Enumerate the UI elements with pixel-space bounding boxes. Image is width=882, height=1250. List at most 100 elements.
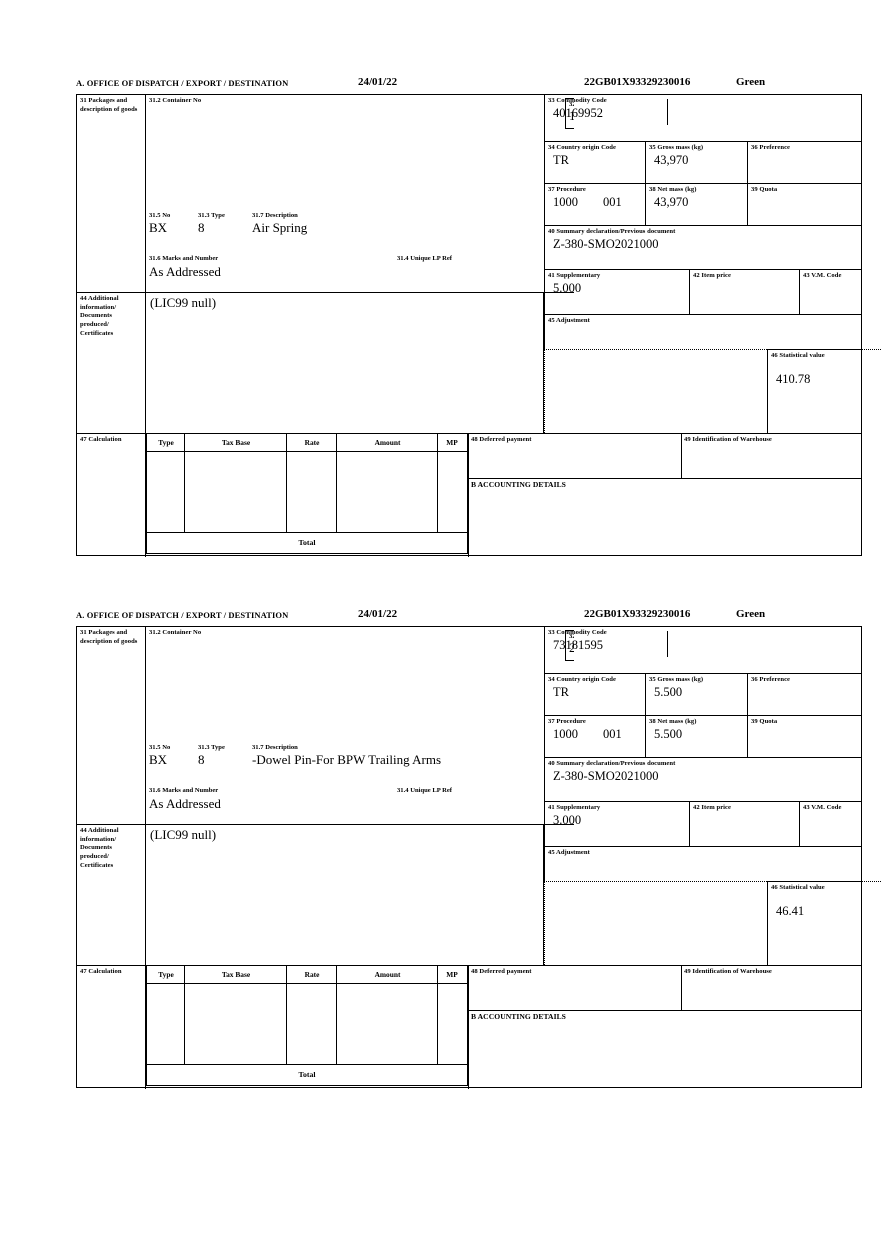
box-31-3-label: 31.3 Type [198, 744, 225, 751]
box-31-2-label: 31.2 Container No [149, 97, 202, 104]
box-31-body-cell: 31.2 Container No 32 Item 1 31.5 No 31.3… [146, 95, 574, 293]
calc-col-mp: MP [446, 438, 458, 447]
customs-declaration-form-item-2: A. OFFICE OF DISPATCH / EXPORT / DESTINA… [76, 608, 882, 1089]
package-no-value: BX [149, 752, 168, 767]
office-of-dispatch-label: A. OFFICE OF DISPATCH / EXPORT / DESTINA… [76, 78, 289, 88]
box-42-item-price-cell: 42 Item price [690, 802, 800, 847]
calc-cell-type[interactable] [147, 966, 185, 1064]
procedure-code-value: 1000 [553, 195, 578, 209]
calc-col-type: Type [158, 970, 174, 979]
box-41-supplementary-cell: 41 Supplementary 3.000 [544, 802, 690, 847]
box-31-6-label: 31.6 Marks and Number [149, 787, 219, 794]
box-40-summary-declaration-cell: 40 Summary declaration/Previous document… [544, 226, 861, 270]
box-46-statistical-value-cell: 46 Statistical value 410.78 [767, 349, 861, 433]
declaration-date: 24/01/22 [358, 76, 398, 88]
box-33-divider-tick [667, 631, 668, 657]
box-48-deferred-payment-cell: 48 Deferred payment [468, 433, 681, 478]
box-33-commodity-code-cell: 33 Commodity Code 40169952 [544, 95, 861, 142]
additional-information-value: (LIC99 null) [150, 827, 217, 842]
box-37-procedure-cell: 37 Procedure 1000 001 [544, 716, 646, 758]
procedure-additional-value: 001 [603, 727, 622, 741]
box-41-supplementary-cell: 41 Supplementary 5.000 [544, 270, 690, 315]
box-49-warehouse-cell: 49 Identification of Warehouse [681, 965, 861, 1010]
box-31-4-label: 31.4 Unique LP Ref [397, 255, 452, 262]
customs-declaration-form-item-1: A. OFFICE OF DISPATCH / EXPORT / DESTINA… [76, 76, 882, 557]
section-b-accounting-details-cell: B ACCOUNTING DETAILS [471, 1012, 566, 1021]
box-48-49-divider [681, 433, 682, 478]
box-39-quota-cell: 39 Quota [748, 184, 861, 226]
box-32-item-cell: 32 Item 1 [565, 98, 574, 129]
box-40-summary-declaration-cell: 40 Summary declaration/Previous document… [544, 758, 861, 802]
box-47-right-border [468, 433, 469, 557]
calc-col-rate: Rate [304, 438, 320, 447]
box-44-body-cell: (LIC99 null) [146, 293, 544, 433]
box-34-country-origin-cell: 34 Country origin Code TR [544, 674, 646, 716]
calc-cell-rate[interactable] [287, 434, 337, 532]
calc-col-rate: Rate [304, 970, 320, 979]
statistical-value: 46.41 [776, 904, 805, 918]
procedure-additional-value: 001 [603, 195, 622, 209]
goods-description-group: 31.5 No 31.3 Type 31.7 Description BX 8 … [149, 212, 569, 239]
box-42-item-price-cell: 42 Item price [690, 270, 800, 315]
box-47-label-cell: 47 Calculation [77, 965, 146, 1089]
box-44-body-cell: (LIC99 null) [146, 825, 544, 965]
box-48-bottom-border [468, 1010, 861, 1011]
marks-and-number-value: As Addressed [149, 796, 221, 811]
calc-cell-amount[interactable] [337, 434, 438, 532]
supplementary-value: 3.000 [553, 813, 582, 827]
declaration-date: 24/01/22 [358, 608, 398, 620]
form-header: A. OFFICE OF DISPATCH / EXPORT / DESTINA… [76, 608, 862, 626]
box-36-preference-cell: 36 Preference [748, 674, 861, 716]
box-31-5-label: 31.5 No [149, 744, 171, 751]
movement-reference-number: 22GB01X93329230016 [584, 608, 691, 620]
calc-col-tax-base: Tax Base [221, 970, 251, 979]
box-47-calculation-table: Type Tax Base Rate Amount MP Total [146, 965, 468, 1086]
calc-cell-tax-base[interactable] [185, 434, 287, 532]
route-status: Green [736, 76, 766, 88]
calc-cell-type[interactable] [147, 434, 185, 532]
box-35-gross-mass-cell: 35 Gross mass (kg) 43,970 [646, 142, 748, 184]
box-45-adjustment-cell: 45 Adjustment [544, 315, 861, 349]
box-48-deferred-payment-cell: 48 Deferred payment [468, 965, 681, 1010]
calculation-table-header-row: Type Tax Base Rate Amount MP [147, 434, 467, 452]
calc-cell-mp[interactable] [438, 966, 466, 1064]
route-status: Green [736, 608, 766, 620]
box-47-calculation-table: Type Tax Base Rate Amount MP Total [146, 433, 468, 554]
box-31-body-cell: 31.2 Container No 32 Item 2 31.5 No 31.3… [146, 627, 574, 825]
box-48-bottom-border [468, 478, 861, 479]
box-31-7-label: 31.7 Description [252, 212, 298, 219]
office-of-dispatch-label: A. OFFICE OF DISPATCH / EXPORT / DESTINA… [76, 610, 289, 620]
box-32-label: 32 Item [569, 101, 574, 108]
box-44-label-cell: 44 Additional information/ Documents pro… [77, 825, 146, 965]
box-33-commodity-code-cell: 33 Commodity Code 73181595 [544, 627, 861, 674]
net-mass-value: 43,970 [654, 195, 689, 209]
box-31-6-label: 31.6 Marks and Number [149, 255, 219, 262]
form-header: A. OFFICE OF DISPATCH / EXPORT / DESTINA… [76, 76, 862, 94]
box-47-label-cell: 47 Calculation [77, 433, 146, 557]
box-32-item-cell: 32 Item 2 [565, 630, 574, 661]
calc-cell-rate[interactable] [287, 966, 337, 1064]
additional-information-value: (LIC99 null) [150, 295, 217, 310]
box-31-4-label: 31.4 Unique LP Ref [397, 787, 452, 794]
box-37-procedure-cell: 37 Procedure 1000 001 [544, 184, 646, 226]
movement-reference-number: 22GB01X93329230016 [584, 76, 691, 88]
box-32-label: 32 Item [569, 633, 574, 640]
box-45-dotted-separator [544, 349, 882, 350]
gross-mass-value: 43,970 [654, 153, 689, 167]
calculation-table-header-row: Type Tax Base Rate Amount MP [147, 966, 467, 984]
calc-cell-tax-base[interactable] [185, 966, 287, 1064]
box-31-label-cell: 31 Packages and description of goods [77, 627, 146, 825]
calc-col-amount: Amount [374, 438, 401, 447]
calc-cell-amount[interactable] [337, 966, 438, 1064]
box-38-net-mass-cell: 38 Net mass (kg) 5.500 [646, 716, 748, 758]
box-49-warehouse-cell: 49 Identification of Warehouse [681, 433, 861, 478]
calc-col-amount: Amount [374, 970, 401, 979]
box-31-3-label: 31.3 Type [198, 212, 225, 219]
box-43-vm-code-cell: 43 V.M. Code [800, 802, 861, 847]
section-b-accounting-details-cell: B ACCOUNTING DETAILS [471, 480, 566, 489]
box-33-divider-tick [667, 99, 668, 125]
item-number-value: 2 [569, 640, 574, 656]
goods-description-value: Air Spring [252, 220, 308, 235]
calc-cell-mp[interactable] [438, 434, 466, 532]
box-31-5-label: 31.5 No [149, 212, 171, 219]
